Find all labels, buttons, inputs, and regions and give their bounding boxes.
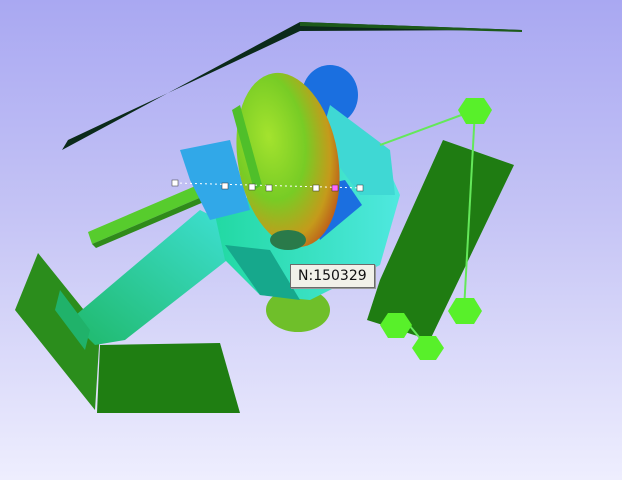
dummy-leg[interactable] [70, 210, 240, 345]
sphere-marker-icon[interactable] [458, 98, 492, 124]
dummy-forearm-left[interactable] [180, 140, 250, 220]
dummy-upper-arm[interactable] [320, 105, 395, 195]
node-path [174, 182, 363, 189]
sphere-marker-icon[interactable] [412, 336, 444, 360]
seat-back[interactable] [367, 140, 514, 340]
floor-plate[interactable] [15, 253, 100, 410]
dummy-head[interactable] [223, 65, 352, 256]
sphere-marker-icon[interactable] [448, 298, 482, 324]
dummy-shin[interactable] [55, 290, 90, 350]
node-marker-icon[interactable] [171, 179, 179, 187]
belt-line-vertical [463, 109, 476, 311]
steering-column-shade [92, 184, 232, 248]
footrest-plate[interactable] [97, 343, 240, 413]
roof-plate-edge [300, 22, 522, 32]
node-id-label: N:150329 [290, 264, 375, 288]
node-marker-icon[interactable] [221, 182, 229, 190]
side-strap[interactable] [232, 105, 262, 190]
dummy-torso-dark [225, 245, 300, 300]
node-marker-icon[interactable] [312, 184, 320, 192]
dummy-pelvis[interactable] [266, 288, 330, 332]
sphere-marker-icon[interactable] [380, 313, 412, 338]
node-marker-icon[interactable] [265, 184, 273, 192]
node-marker-icon[interactable] [248, 183, 256, 191]
belt-line-shoulder [379, 109, 476, 146]
node-marker-icon[interactable] [331, 184, 339, 192]
dummy-neck[interactable] [270, 230, 306, 250]
node-marker-icon[interactable] [356, 184, 364, 192]
